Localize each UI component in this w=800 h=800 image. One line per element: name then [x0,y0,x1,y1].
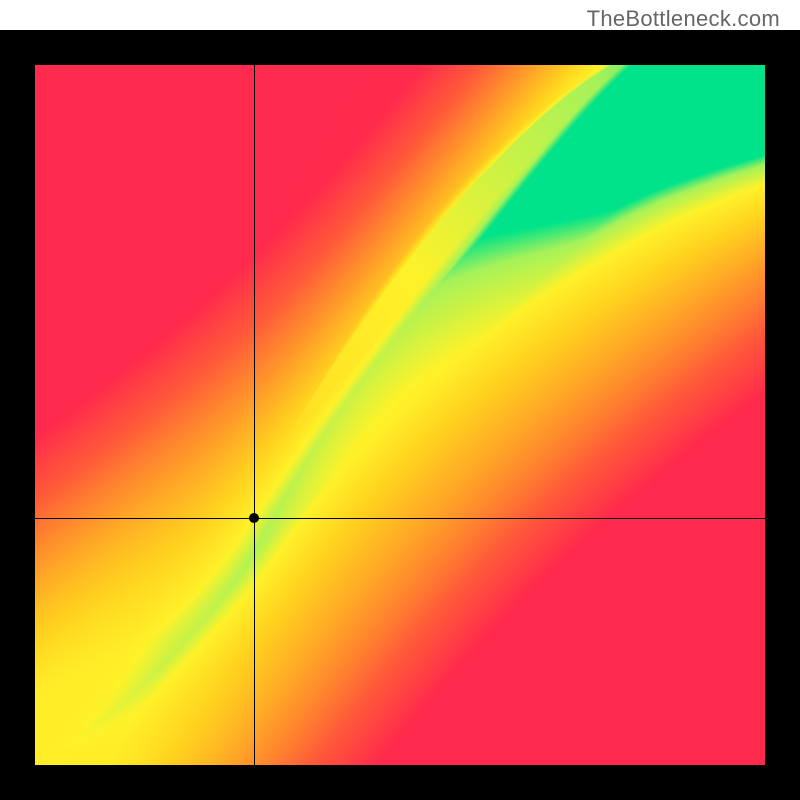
chart-container: TheBottleneck.com [0,0,800,800]
watermark-text: TheBottleneck.com [587,6,780,32]
heatmap-canvas [35,65,765,765]
crosshair-marker [249,513,259,523]
outer-border [0,30,800,800]
crosshair-vertical [254,65,255,765]
plot-area [35,65,765,765]
crosshair-horizontal [35,518,765,519]
